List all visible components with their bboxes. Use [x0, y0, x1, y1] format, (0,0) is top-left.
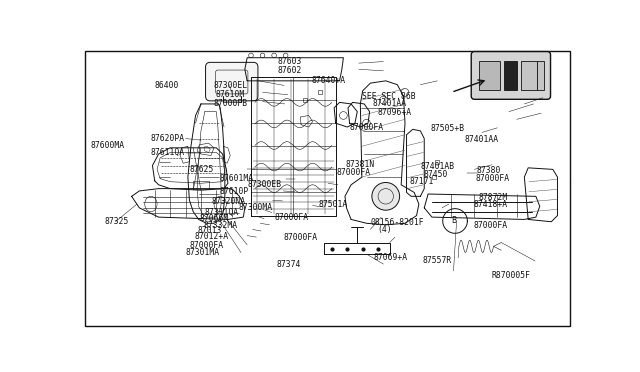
Text: 87610P: 87610P	[220, 187, 249, 196]
Text: 87000FA: 87000FA	[275, 212, 309, 222]
Text: 87600MA: 87600MA	[90, 141, 125, 150]
Text: 87611QA: 87611QA	[150, 148, 184, 157]
Text: 87000FB: 87000FB	[214, 99, 248, 108]
Text: 87332MA: 87332MA	[204, 221, 237, 230]
Text: 87601MA: 87601MA	[220, 174, 253, 183]
Text: 87311QA: 87311QA	[205, 208, 239, 217]
Text: 87066M: 87066M	[200, 214, 229, 223]
Text: 87000FA: 87000FA	[349, 123, 383, 132]
Text: 87300EL: 87300EL	[214, 81, 248, 90]
Text: 87610M: 87610M	[216, 90, 245, 99]
Text: 87602: 87602	[278, 66, 302, 75]
Text: 87418+A: 87418+A	[474, 200, 508, 209]
FancyBboxPatch shape	[471, 52, 550, 99]
FancyBboxPatch shape	[205, 62, 258, 101]
Text: 87000FA: 87000FA	[474, 221, 508, 230]
Text: 87300MA: 87300MA	[238, 203, 273, 212]
Text: 87401AA: 87401AA	[465, 135, 499, 144]
Text: 87320NA: 87320NA	[212, 196, 246, 206]
Text: 87620PA: 87620PA	[150, 134, 184, 143]
Bar	[538, 61, 543, 90]
Text: 87401AA: 87401AA	[372, 99, 406, 108]
Text: 87171: 87171	[410, 177, 434, 186]
Text: 08156-8201F: 08156-8201F	[371, 218, 424, 227]
Text: 87325: 87325	[104, 217, 129, 226]
Text: 87000FA: 87000FA	[189, 241, 223, 250]
Text: 87401AB: 87401AB	[420, 162, 455, 171]
Text: 87013: 87013	[198, 226, 222, 235]
Circle shape	[372, 183, 399, 210]
Text: 87012+A: 87012+A	[195, 232, 229, 241]
Bar	[504, 61, 517, 90]
Text: 87505+B: 87505+B	[431, 124, 465, 133]
Text: 87450: 87450	[424, 170, 448, 179]
Text: 87380: 87380	[477, 166, 501, 175]
Text: 87381N: 87381N	[346, 160, 375, 169]
Text: 87374: 87374	[276, 260, 301, 269]
Text: 87501A: 87501A	[318, 200, 348, 209]
Text: 87872M: 87872M	[479, 193, 508, 202]
Text: 87301MA: 87301MA	[185, 248, 220, 257]
Bar	[520, 61, 538, 90]
Text: 87096+A: 87096+A	[378, 108, 412, 117]
Text: 87640+A: 87640+A	[311, 76, 346, 85]
Text: B: B	[451, 217, 456, 225]
Text: 87603: 87603	[278, 57, 302, 66]
Text: SEE SEC.86B: SEE SEC.86B	[362, 92, 416, 101]
Text: 87000FA: 87000FA	[337, 169, 371, 177]
Text: (4): (4)	[378, 225, 392, 234]
Text: 87300EB: 87300EB	[247, 180, 282, 189]
Text: 87000FA: 87000FA	[284, 232, 318, 242]
Text: 86400: 86400	[154, 81, 179, 90]
Text: 87000FA: 87000FA	[476, 174, 510, 183]
Text: 87069+A: 87069+A	[373, 253, 408, 262]
Text: R870005F: R870005F	[492, 271, 531, 280]
Bar	[479, 61, 500, 90]
Text: 87625: 87625	[189, 165, 213, 174]
Text: 87557R: 87557R	[422, 256, 452, 265]
